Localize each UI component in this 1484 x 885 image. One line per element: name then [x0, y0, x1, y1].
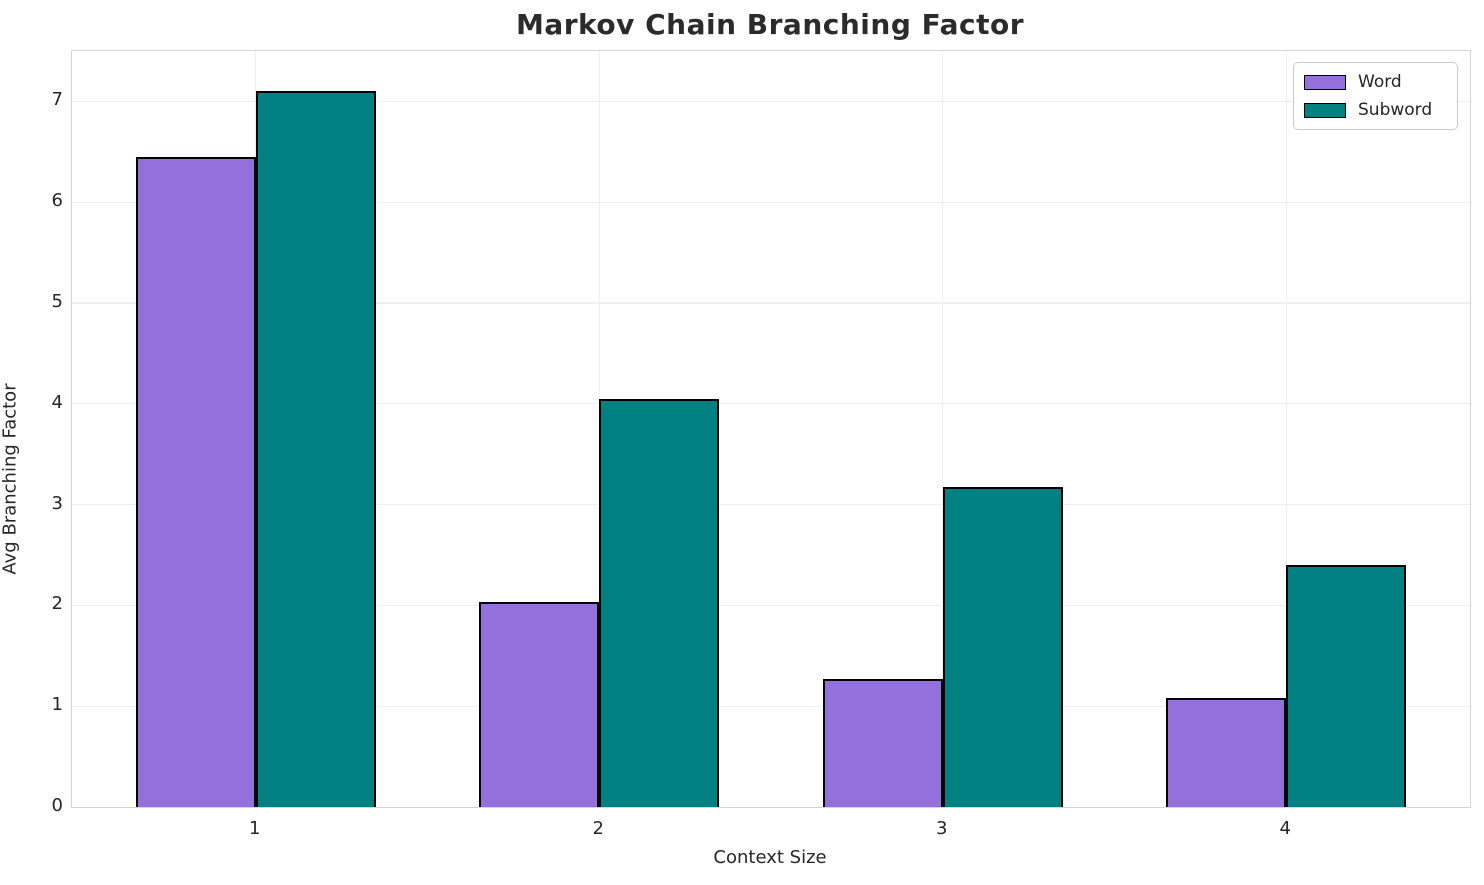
y-gridline [72, 604, 1470, 607]
x-tick-label: 3 [936, 818, 948, 839]
legend-item-word: Word [1304, 72, 1447, 92]
y-gridline [72, 403, 1470, 405]
bar-word-1 [135, 156, 256, 807]
x-gridline [1285, 51, 1287, 807]
bar-subword-2 [599, 398, 720, 807]
y-tick-label: 2 [51, 593, 63, 615]
y-tick-label: 4 [51, 391, 63, 413]
x-gridline [942, 51, 944, 807]
y-tick-label: 5 [51, 291, 63, 312]
word-legend-swatch [1304, 74, 1346, 90]
y-tick-label: 1 [51, 694, 63, 716]
y-gridline [72, 503, 1470, 506]
y-gridline [72, 705, 1470, 707]
legend-item-subword: Subword [1304, 100, 1447, 120]
x-gridline [255, 51, 257, 807]
bar-subword-3 [942, 487, 1063, 807]
subword-legend-label: Subword [1358, 100, 1433, 120]
x-tick-label: 1 [249, 818, 261, 839]
bar-subword-4 [1286, 565, 1407, 807]
y-tick-label: 6 [51, 190, 63, 212]
legend: Word Subword [1293, 62, 1458, 130]
x-tick-label: 4 [1279, 818, 1291, 839]
x-gridline [598, 51, 600, 807]
x-axis-label: Context Size [713, 847, 827, 868]
bar-subword-1 [255, 91, 376, 807]
word-legend-label: Word [1358, 72, 1402, 92]
x-tick-label: 2 [592, 818, 604, 839]
y-gridline [72, 100, 1470, 103]
chart-title: Markov Chain Branching Factor [515, 8, 1025, 41]
bar-word-4 [1166, 698, 1287, 807]
y-tick-label: 7 [51, 89, 63, 111]
subword-legend-swatch [1304, 102, 1346, 118]
y-gridline [72, 201, 1470, 203]
bar-word-2 [479, 602, 600, 807]
y-tick-label: 3 [51, 492, 63, 514]
bar-word-3 [822, 678, 943, 807]
y-gridline [72, 302, 1470, 304]
plot-area: Avg Branching Factor [0, 50, 1471, 808]
y-tick-label: 0 [51, 795, 63, 816]
